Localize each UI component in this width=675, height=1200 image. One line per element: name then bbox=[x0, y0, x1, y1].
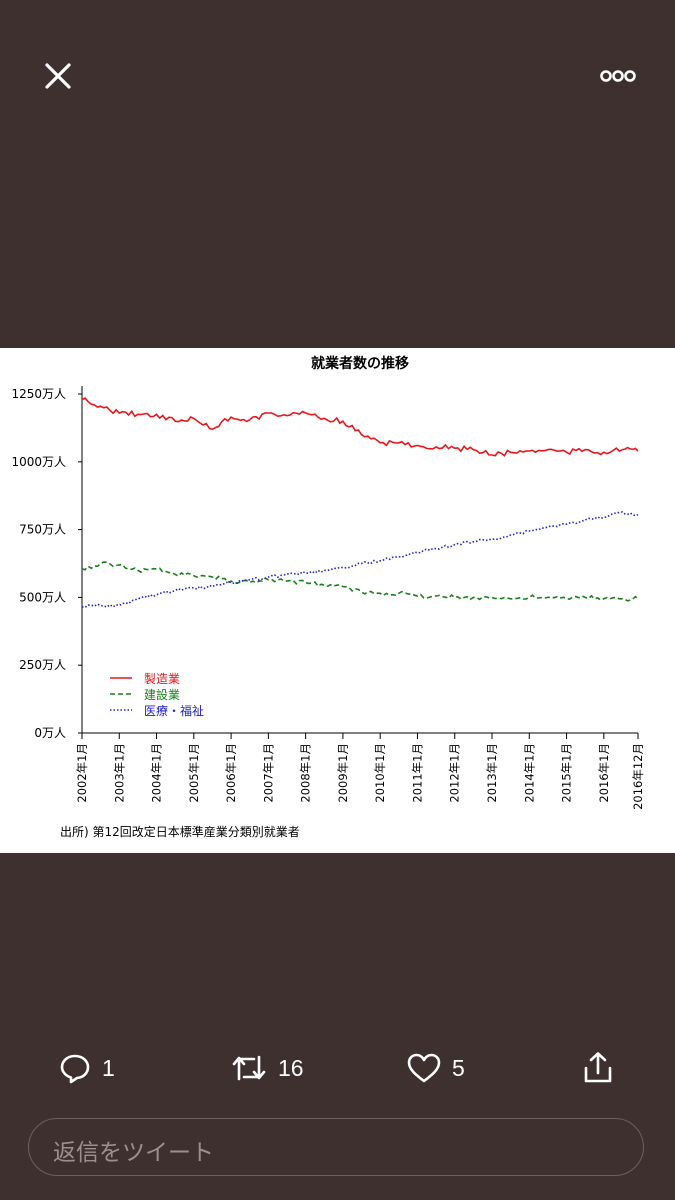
close-button[interactable] bbox=[36, 54, 80, 98]
like-count: 5 bbox=[452, 1054, 465, 1081]
employment-line-chart: 就業者数の推移 0万人 250万人 500万人 750万人 1000万人 1250万人 20… bbox=[11, 355, 645, 839]
retweet-icon bbox=[232, 1055, 266, 1081]
x-tick-label: 2013年1月 bbox=[485, 743, 499, 803]
x-tick-label: 2015年1月 bbox=[560, 743, 574, 803]
viewer-top-bar bbox=[0, 0, 675, 150]
legend-label: 医療・福祉 bbox=[144, 703, 204, 718]
chart-axes: 0万人 250万人 500万人 750万人 1000万人 1250万人 2002年1月 200… bbox=[11, 386, 645, 810]
like-button[interactable]: 5 bbox=[406, 1046, 465, 1090]
retweet-count: 16 bbox=[278, 1054, 304, 1081]
more-options-button[interactable] bbox=[590, 56, 646, 96]
y-tick-label: 750万人 bbox=[19, 523, 66, 537]
y-tick-label: 1000万人 bbox=[11, 455, 66, 469]
reply-icon bbox=[60, 1054, 90, 1084]
x-tick-label: 2011年1月 bbox=[410, 743, 424, 803]
y-tick-label: 0万人 bbox=[34, 726, 66, 740]
reply-input-placeholder: 返信をツイート bbox=[53, 1140, 214, 1166]
x-tick-label: 2012年1月 bbox=[448, 743, 462, 803]
x-tick-label: 2007年1月 bbox=[261, 743, 275, 803]
close-icon bbox=[45, 63, 71, 89]
x-tick-label: 2002年1月 bbox=[75, 743, 89, 803]
share-button[interactable] bbox=[580, 1046, 616, 1090]
heart-icon bbox=[407, 1053, 441, 1083]
x-tick-label: 2014年1月 bbox=[522, 743, 536, 803]
chart-title: 就業者数の推移 bbox=[311, 355, 409, 372]
y-tick-label: 500万人 bbox=[19, 590, 66, 604]
y-tick-label: 250万人 bbox=[19, 658, 66, 672]
y-tick-label: 1250万人 bbox=[11, 387, 66, 401]
chart-series bbox=[81, 397, 639, 609]
more-dots-icon bbox=[600, 70, 636, 82]
x-tick-label: 2010年1月 bbox=[373, 743, 387, 803]
x-tick-label: 2006年1月 bbox=[224, 743, 238, 803]
share-icon bbox=[584, 1052, 612, 1083]
x-tick-label: 2009年1月 bbox=[336, 743, 350, 803]
reply-button[interactable]: 1 bbox=[58, 1046, 115, 1090]
tweet-action-bar: 1 16 5 bbox=[0, 1040, 675, 1096]
series-line bbox=[81, 561, 639, 602]
x-tick-label: 2004年1月 bbox=[150, 743, 164, 803]
reply-input[interactable]: 返信をツイート bbox=[28, 1118, 644, 1176]
x-tick-label: 2016年1月 bbox=[597, 743, 611, 803]
chart-source-note: 出所) 第12回改定日本標準産業分類別就業者 bbox=[60, 824, 300, 839]
x-tick-label: 2016年12月 bbox=[631, 743, 645, 810]
x-tick-label: 2008年1月 bbox=[299, 743, 313, 803]
tweet-image[interactable]: 就業者数の推移 0万人 250万人 500万人 750万人 1000万人 1250万人 20… bbox=[0, 348, 675, 853]
series-line bbox=[81, 397, 639, 457]
x-tick-label: 2005年1月 bbox=[187, 743, 201, 803]
series-line bbox=[81, 511, 639, 609]
reply-count: 1 bbox=[102, 1054, 115, 1081]
x-tick-label: 2003年1月 bbox=[112, 743, 126, 803]
legend-label: 製造業 bbox=[144, 672, 180, 686]
legend-label: 建設業 bbox=[144, 687, 180, 702]
retweet-button[interactable]: 16 bbox=[230, 1046, 304, 1090]
